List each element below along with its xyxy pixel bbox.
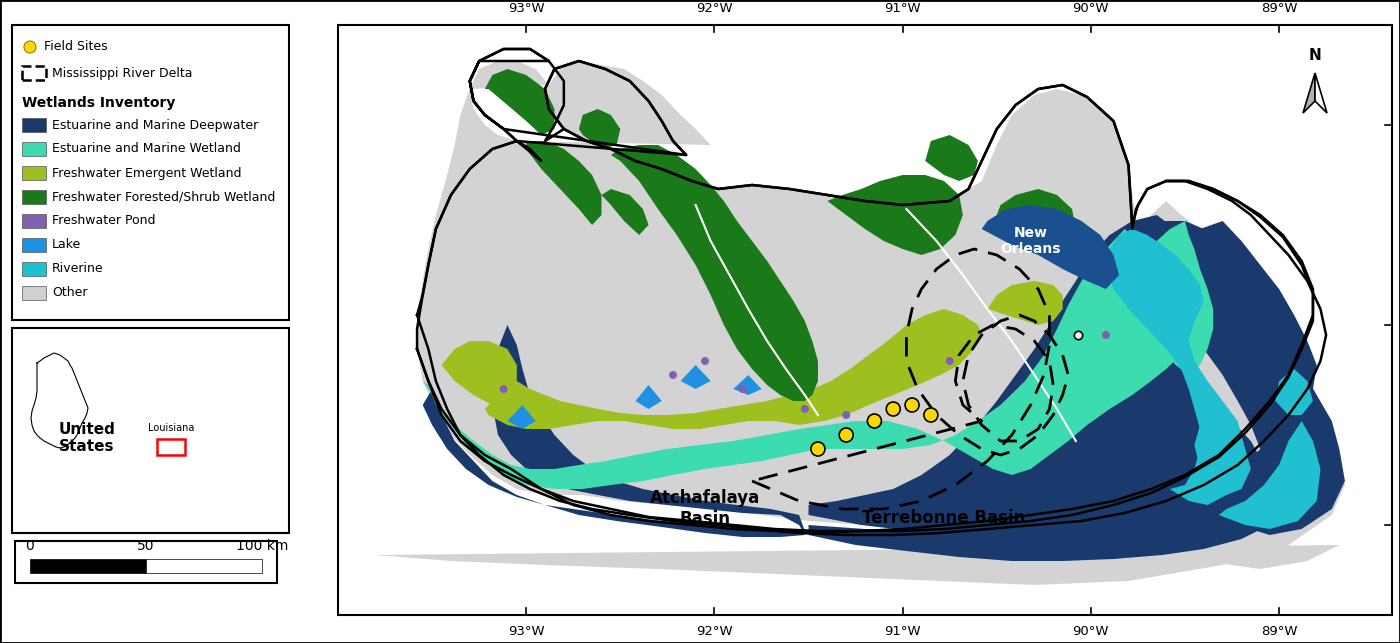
Bar: [15, 541, 277, 583]
Polygon shape: [827, 175, 963, 255]
Bar: [13, 328, 288, 533]
Text: Lake: Lake: [52, 239, 81, 251]
Polygon shape: [734, 375, 762, 395]
Polygon shape: [1106, 229, 1245, 505]
Text: 0: 0: [25, 539, 35, 553]
Text: Freshwater Emergent Wetland: Freshwater Emergent Wetland: [52, 167, 241, 179]
Text: United
States: United States: [59, 422, 115, 454]
Polygon shape: [809, 215, 1317, 561]
Text: 100 km: 100 km: [235, 539, 288, 553]
Polygon shape: [925, 135, 979, 181]
Polygon shape: [423, 229, 1204, 489]
Polygon shape: [1275, 369, 1313, 415]
Bar: [337, 25, 1392, 615]
Polygon shape: [636, 385, 662, 409]
Text: 91°W: 91°W: [885, 2, 921, 15]
Text: Riverine: Riverine: [52, 262, 104, 275]
Polygon shape: [602, 189, 648, 235]
Circle shape: [839, 428, 853, 442]
Circle shape: [945, 357, 953, 365]
Circle shape: [886, 402, 900, 416]
Bar: [22, 118, 46, 132]
Circle shape: [739, 385, 746, 393]
Text: 93°W: 93°W: [508, 625, 545, 638]
Polygon shape: [484, 309, 981, 429]
Bar: [22, 190, 46, 204]
Bar: [13, 25, 288, 320]
Circle shape: [843, 411, 850, 419]
Circle shape: [868, 414, 882, 428]
Polygon shape: [580, 109, 620, 149]
Bar: [22, 214, 46, 228]
Text: Atchafalaya
Basin: Atchafalaya Basin: [650, 489, 760, 528]
Polygon shape: [484, 69, 554, 135]
Text: 90°W: 90°W: [1072, 2, 1109, 15]
Text: Freshwater Pond: Freshwater Pond: [52, 215, 155, 228]
Polygon shape: [1144, 221, 1345, 535]
Bar: [146, 559, 262, 573]
Bar: [22, 262, 46, 276]
Polygon shape: [1113, 221, 1214, 375]
Circle shape: [500, 385, 508, 393]
Text: Estuarine and Marine Deepwater: Estuarine and Marine Deepwater: [52, 118, 258, 132]
Text: 89°W: 89°W: [1261, 2, 1298, 15]
Circle shape: [801, 405, 809, 413]
Polygon shape: [507, 405, 536, 429]
Bar: [157, 439, 185, 455]
Text: 89°W: 89°W: [1261, 625, 1298, 638]
Polygon shape: [441, 341, 517, 405]
Circle shape: [1102, 331, 1110, 339]
Polygon shape: [1315, 73, 1327, 113]
Text: 92°W: 92°W: [696, 625, 732, 638]
Polygon shape: [610, 145, 818, 401]
Bar: [29, 559, 146, 573]
Text: 92°W: 92°W: [696, 2, 732, 15]
Circle shape: [811, 442, 825, 456]
Text: Other: Other: [52, 287, 87, 300]
Text: New
Orleans: New Orleans: [1001, 226, 1061, 256]
Polygon shape: [997, 189, 1075, 249]
Polygon shape: [375, 61, 1345, 585]
Circle shape: [904, 398, 918, 412]
Polygon shape: [680, 365, 711, 389]
Circle shape: [669, 371, 678, 379]
Text: Mississippi River Delta: Mississippi River Delta: [52, 66, 193, 80]
Polygon shape: [423, 325, 805, 537]
Text: N: N: [1309, 48, 1322, 63]
Text: Freshwater Forested/Shrub Wetland: Freshwater Forested/Shrub Wetland: [52, 190, 276, 203]
Circle shape: [701, 357, 708, 365]
Text: Estuarine and Marine Wetland: Estuarine and Marine Wetland: [52, 143, 241, 156]
Polygon shape: [1219, 421, 1320, 529]
Polygon shape: [1303, 73, 1315, 113]
Text: Louisiana: Louisiana: [148, 423, 195, 433]
Circle shape: [24, 41, 36, 53]
Polygon shape: [526, 141, 602, 225]
Text: 91°W: 91°W: [885, 625, 921, 638]
Text: 90°W: 90°W: [1072, 625, 1109, 638]
Polygon shape: [987, 281, 1063, 325]
Bar: [22, 238, 46, 252]
Text: 50: 50: [137, 539, 155, 553]
Text: Field Sites: Field Sites: [43, 41, 108, 53]
Text: 93°W: 93°W: [508, 2, 545, 15]
Bar: [22, 66, 46, 80]
Circle shape: [924, 408, 938, 422]
Text: Wetlands Inventory: Wetlands Inventory: [22, 96, 175, 110]
Polygon shape: [1194, 415, 1250, 495]
Polygon shape: [981, 205, 1119, 289]
Bar: [22, 142, 46, 156]
Text: Terrebonne Basin: Terrebonne Basin: [862, 509, 1026, 527]
Bar: [22, 286, 46, 300]
Bar: [22, 166, 46, 180]
